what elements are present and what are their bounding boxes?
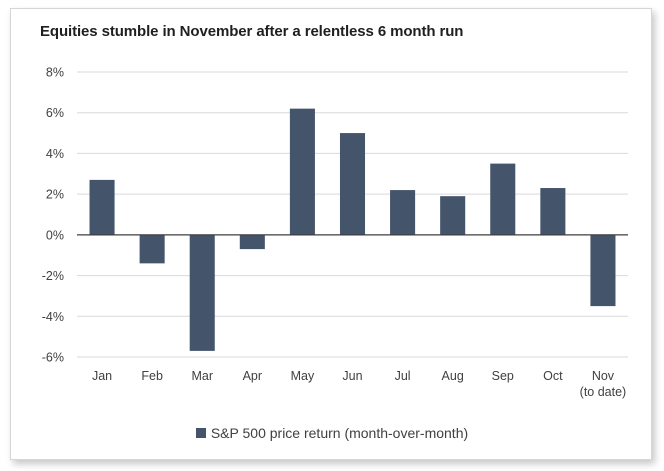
bar-aug [440, 196, 466, 235]
legend-label: S&P 500 price return (month-over-month) [210, 425, 469, 441]
x-axis-ticks: Jan Feb Mar Apr May Jun Jul Aug Sep Oct Nov (to dat… [92, 369, 626, 399]
bar-jun [339, 133, 366, 235]
legend: S&P 500 price return (month-over-month) [0, 425, 664, 441]
bars [89, 108, 616, 351]
x-tick-label: May [291, 369, 315, 383]
bar-feb [139, 234, 165, 264]
y-tick-label: 2% [46, 188, 64, 202]
y-tick-label: 6% [46, 106, 64, 120]
x-tick-label: Apr [243, 369, 262, 383]
bar-apr [239, 234, 265, 250]
bar-mar [189, 234, 215, 351]
y-tick-label: 8% [46, 66, 64, 80]
bar-jan [89, 179, 115, 235]
legend-swatch [195, 428, 206, 438]
x-tick-label: Aug [442, 369, 464, 383]
y-tick-label: -6% [42, 351, 64, 365]
bar-jul [390, 190, 416, 235]
y-tick-label: 4% [46, 147, 64, 161]
x-tick-label: Nov [592, 369, 615, 383]
x-tick-label: Jul [395, 369, 411, 383]
bar-may [289, 108, 315, 235]
x-tick-label: Feb [141, 369, 163, 383]
x-tick-label: Mar [191, 369, 213, 383]
x-tick-label: Jun [342, 369, 362, 383]
y-tick-label: -2% [42, 269, 64, 283]
y-axis-ticks: 8% 6% 4% 2% 0% -2% -4% -6% [42, 66, 64, 365]
y-tick-label: 0% [46, 228, 64, 242]
bar-nov [590, 234, 616, 307]
x-tick-label: Oct [543, 369, 563, 383]
x-tick-label: Jan [92, 369, 112, 383]
bar-oct [540, 188, 566, 235]
y-tick-label: -4% [42, 310, 64, 324]
x-tick-label: Sep [492, 369, 514, 383]
x-tick-sublabel: (to date) [580, 385, 627, 399]
chart-title: Equities stumble in November after a rel… [40, 23, 464, 40]
bar-sep [490, 163, 516, 235]
